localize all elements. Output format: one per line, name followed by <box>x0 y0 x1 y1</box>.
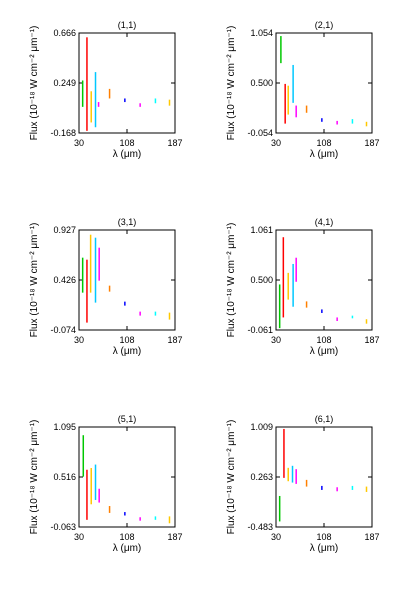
x-tick-label: 187 <box>167 138 182 148</box>
y-tick-label: -0.054 <box>247 128 273 138</box>
y-tick-label: 1.009 <box>250 422 273 432</box>
panel-title: (6,1) <box>315 414 334 424</box>
y-axis-label: Flux (10⁻¹⁸ W cm⁻² μm⁻¹) <box>29 420 40 535</box>
plot-frame <box>78 426 176 528</box>
chart-panel: (4,1) -0.061 0.500 1.061 30 108 187 λ (μm) Flux … <box>226 217 380 357</box>
x-tick-label: 187 <box>364 138 379 148</box>
x-tick-label: 108 <box>119 138 134 148</box>
x-axis-label: λ (μm) <box>310 543 339 554</box>
y-axis-label: Flux (10⁻¹⁸ W cm⁻² μm⁻¹) <box>226 223 237 338</box>
x-tick-label: 108 <box>316 138 331 148</box>
y-tick-label: 1.061 <box>250 225 273 235</box>
y-axis-label: Flux (10⁻¹⁸ W cm⁻² μm⁻¹) <box>29 223 40 338</box>
panel-title: (1,1) <box>118 20 137 30</box>
x-axis-label: λ (μm) <box>113 346 142 357</box>
y-tick-label: -0.168 <box>50 128 76 138</box>
x-tick-label: 30 <box>271 335 281 345</box>
x-axis-label: λ (μm) <box>310 149 339 160</box>
y-axis-label: Flux (10⁻¹⁸ W cm⁻² μm⁻¹) <box>226 420 237 535</box>
y-tick-label: 1.054 <box>250 28 273 38</box>
x-axis-label: λ (μm) <box>113 149 142 160</box>
chart-panel: (6,1) -0.483 0.263 1.009 30 108 187 λ (μm) Flux … <box>226 414 380 554</box>
x-tick-label: 108 <box>316 532 331 542</box>
plot-frame <box>275 32 373 134</box>
x-tick-label: 187 <box>364 532 379 542</box>
y-tick-label: 0.516 <box>53 472 76 482</box>
y-tick-label: 0.426 <box>53 275 76 285</box>
x-tick-label: 30 <box>74 138 84 148</box>
chart-panel: (1,1) -0.168 0.249 0.666 30 108 187 λ (μm) Flux … <box>29 20 183 160</box>
y-tick-label: -0.483 <box>247 522 273 532</box>
panel-title: (4,1) <box>315 217 334 227</box>
plot-frame <box>275 229 373 331</box>
y-tick-label: -0.063 <box>50 522 76 532</box>
x-tick-label: 187 <box>167 532 182 542</box>
chart-panel: (2,1) -0.054 0.500 1.054 30 108 187 λ (μm) Flux … <box>226 20 380 160</box>
plot-frame <box>78 32 176 134</box>
y-axis-label: Flux (10⁻¹⁸ W cm⁻² μm⁻¹) <box>226 26 237 141</box>
panel-title: (2,1) <box>315 20 334 30</box>
y-tick-label: 0.500 <box>250 275 273 285</box>
x-tick-label: 30 <box>74 532 84 542</box>
x-tick-label: 30 <box>271 532 281 542</box>
x-axis-label: λ (μm) <box>113 543 142 554</box>
x-tick-label: 108 <box>316 335 331 345</box>
x-tick-label: 187 <box>167 335 182 345</box>
x-tick-label: 108 <box>119 532 134 542</box>
x-tick-label: 30 <box>271 138 281 148</box>
x-tick-label: 187 <box>364 335 379 345</box>
y-tick-label: -0.061 <box>247 325 273 335</box>
y-tick-label: 0.500 <box>250 78 273 88</box>
y-tick-label: 0.666 <box>53 28 76 38</box>
plot-frame <box>275 426 373 528</box>
x-tick-label: 108 <box>119 335 134 345</box>
x-tick-label: 30 <box>74 335 84 345</box>
x-axis-label: λ (μm) <box>310 346 339 357</box>
panel-title: (3,1) <box>118 217 137 227</box>
y-tick-label: 0.263 <box>250 472 273 482</box>
y-tick-label: 0.927 <box>53 225 76 235</box>
y-tick-label: -0.074 <box>50 325 76 335</box>
panel-title: (5,1) <box>118 414 137 424</box>
y-tick-label: 1.095 <box>53 422 76 432</box>
plot-frame <box>78 229 176 331</box>
chart-panel: (5,1) -0.063 0.516 1.095 30 108 187 λ (μm) Flux … <box>29 414 183 554</box>
y-tick-label: 0.249 <box>53 78 76 88</box>
y-axis-label: Flux (10⁻¹⁸ W cm⁻² μm⁻¹) <box>29 26 40 141</box>
chart-panel: (3,1) -0.074 0.426 0.927 30 108 187 λ (μm) Flux … <box>29 217 183 357</box>
